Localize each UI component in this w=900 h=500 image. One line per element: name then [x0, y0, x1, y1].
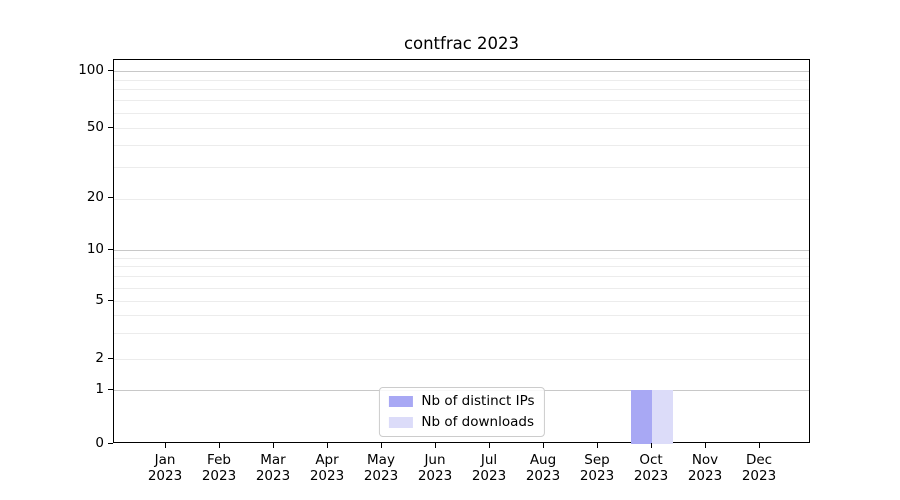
x-tick-year: 2023: [363, 468, 399, 484]
x-tick-month: Dec: [745, 452, 773, 468]
x-tick-mark: [543, 443, 544, 448]
x-tick-year: 2023: [255, 468, 291, 484]
bar-nb-of-distinct-ips-oct-2023: [631, 389, 653, 444]
y-gridline-minor: [114, 257, 809, 259]
x-tick-label: Feb 2023: [187, 452, 251, 484]
y-tick-label: 50: [86, 119, 104, 135]
x-tick-label: Mar 2023: [241, 452, 305, 484]
y-tick-mark: [108, 249, 113, 250]
x-tick-label: Dec 2023: [727, 452, 791, 484]
legend-swatch-downloads: [388, 417, 413, 428]
legend-label-downloads: Nb of downloads: [421, 414, 534, 430]
x-tick-year: 2023: [147, 468, 183, 484]
x-tick-month: Jan: [154, 452, 176, 468]
y-tick-mark: [108, 300, 113, 301]
x-tick-year: 2023: [633, 468, 669, 484]
y-tick-label: 0: [95, 435, 104, 451]
x-tick-label: Aug 2023: [511, 452, 575, 484]
x-tick-label: Apr 2023: [295, 452, 359, 484]
x-tick-label: Oct 2023: [619, 452, 683, 484]
y-tick-label: 1: [95, 381, 104, 397]
x-tick-label: May 2023: [349, 452, 413, 484]
x-tick-label: Nov 2023: [673, 452, 737, 484]
x-tick-year: 2023: [309, 468, 345, 484]
x-tick-year: 2023: [525, 468, 561, 484]
x-tick-month: Feb: [207, 452, 231, 468]
x-tick-mark: [489, 443, 490, 448]
x-tick-mark: [597, 443, 598, 448]
chart-title: contfrac 2023: [403, 34, 520, 53]
x-tick-mark: [327, 443, 328, 448]
y-gridline-minor: [114, 287, 809, 289]
x-tick-month: May: [367, 452, 395, 468]
y-gridline-minor: [114, 89, 809, 91]
bar-nb-of-downloads-oct-2023: [652, 389, 674, 444]
x-tick-mark: [165, 443, 166, 448]
x-tick-mark: [759, 443, 760, 448]
y-tick-label: 10: [86, 241, 104, 257]
x-tick-month: Aug: [529, 452, 557, 468]
x-tick-month: Apr: [315, 452, 339, 468]
y-gridline-major: [114, 250, 809, 251]
x-tick-year: 2023: [417, 468, 453, 484]
y-gridline-minor: [114, 333, 809, 335]
legend-label-distinct-ips: Nb of distinct IPs: [421, 393, 535, 409]
x-tick-mark: [273, 443, 274, 448]
x-tick-month: Sep: [584, 452, 610, 468]
y-gridline-minor: [114, 167, 809, 169]
legend: Nb of distinct IPs Nb of downloads: [378, 387, 545, 437]
y-gridline-minor: [114, 128, 809, 129]
y-tick-mark: [108, 197, 113, 198]
y-gridline-minor: [114, 359, 809, 360]
legend-swatch-distinct-ips: [388, 396, 413, 407]
plot-area: Nb of distinct IPs Nb of downloads: [113, 59, 810, 444]
x-tick-year: 2023: [471, 468, 507, 484]
x-tick-year: 2023: [687, 468, 723, 484]
y-tick-mark: [108, 70, 113, 71]
y-gridline-major: [114, 71, 809, 72]
y-tick-label: 100: [78, 62, 104, 78]
y-tick-label: 2: [95, 350, 104, 366]
x-tick-year: 2023: [201, 468, 237, 484]
y-tick-label: 20: [86, 189, 104, 205]
y-tick-mark: [108, 127, 113, 128]
x-tick-mark: [651, 443, 652, 448]
x-tick-month: Oct: [639, 452, 663, 468]
y-gridline-minor: [114, 315, 809, 317]
y-gridline-minor: [114, 100, 809, 102]
y-tick-label: 5: [95, 292, 104, 308]
x-tick-mark: [435, 443, 436, 448]
legend-item-downloads: Nb of downloads: [388, 415, 534, 430]
legend-item-distinct-ips: Nb of distinct IPs: [388, 393, 535, 409]
x-tick-month: Jul: [480, 452, 498, 468]
y-gridline-minor: [114, 266, 809, 268]
y-gridline-minor: [114, 301, 809, 302]
x-tick-mark: [705, 443, 706, 448]
x-tick-month: Nov: [691, 452, 719, 468]
x-tick-year: 2023: [579, 468, 615, 484]
y-tick-mark: [108, 443, 113, 444]
x-tick-label: Jul 2023: [457, 452, 521, 484]
y-gridline-minor: [114, 113, 809, 114]
x-tick-label: Jan 2023: [133, 452, 197, 484]
y-gridline-minor: [114, 145, 809, 147]
x-tick-label: Sep 2023: [565, 452, 629, 484]
x-tick-mark: [381, 443, 382, 448]
x-tick-month: Jun: [424, 452, 446, 468]
y-gridline-minor: [114, 276, 809, 278]
x-tick-mark: [219, 443, 220, 448]
y-gridline-minor: [114, 198, 809, 200]
x-tick-label: Jun 2023: [403, 452, 467, 484]
y-tick-mark: [108, 358, 113, 359]
y-tick-mark: [108, 389, 113, 390]
x-tick-month: Mar: [260, 452, 286, 468]
y-gridline-minor: [114, 79, 809, 81]
x-tick-year: 2023: [741, 468, 777, 484]
